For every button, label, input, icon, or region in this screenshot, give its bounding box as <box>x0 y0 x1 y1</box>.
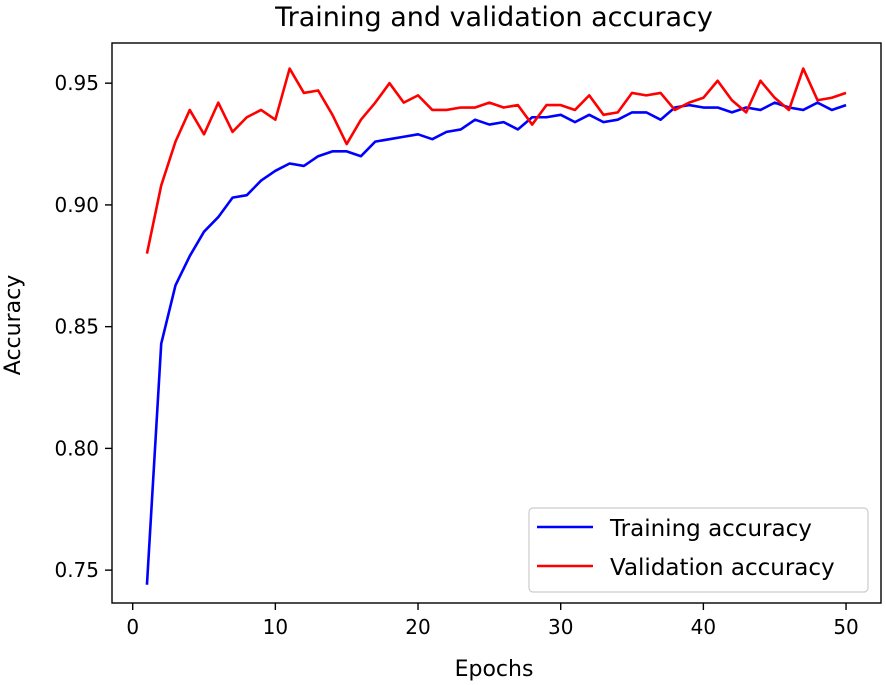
x-tick-label: 10 <box>263 615 288 639</box>
plot-area <box>111 42 882 604</box>
chart-title: Training and validation accuracy <box>274 2 713 33</box>
y-axis-title: Accuracy <box>1 275 26 375</box>
x-tick-label: 30 <box>548 615 573 639</box>
x-tick-label: 0 <box>126 615 139 639</box>
x-tick-label: 40 <box>691 615 716 639</box>
y-tick-label: 0.85 <box>54 315 99 339</box>
x-axis: 0 10 20 30 40 50 <box>126 603 859 639</box>
series-line-validation-accuracy <box>145 67 847 254</box>
series-layer <box>145 67 847 585</box>
legend: Training accuracy Validation accuracy <box>528 507 869 593</box>
legend-label-validation-accuracy: Validation accuracy <box>610 555 835 581</box>
y-tick-label: 0.95 <box>54 71 99 95</box>
x-tick-label: 50 <box>833 615 858 639</box>
series-line-training-accuracy <box>145 101 847 585</box>
y-tick-label: 0.90 <box>54 193 99 217</box>
y-tick-label: 0.80 <box>54 436 99 460</box>
x-axis-title: Epochs <box>455 657 534 682</box>
legend-box <box>528 507 869 593</box>
legend-label-training-accuracy: Training accuracy <box>609 516 812 542</box>
plot-frame <box>111 42 882 604</box>
x-tick-label: 20 <box>405 615 430 639</box>
y-tick-label: 0.75 <box>54 558 99 582</box>
y-axis: 0.75 0.80 0.85 0.90 0.95 <box>54 71 112 582</box>
